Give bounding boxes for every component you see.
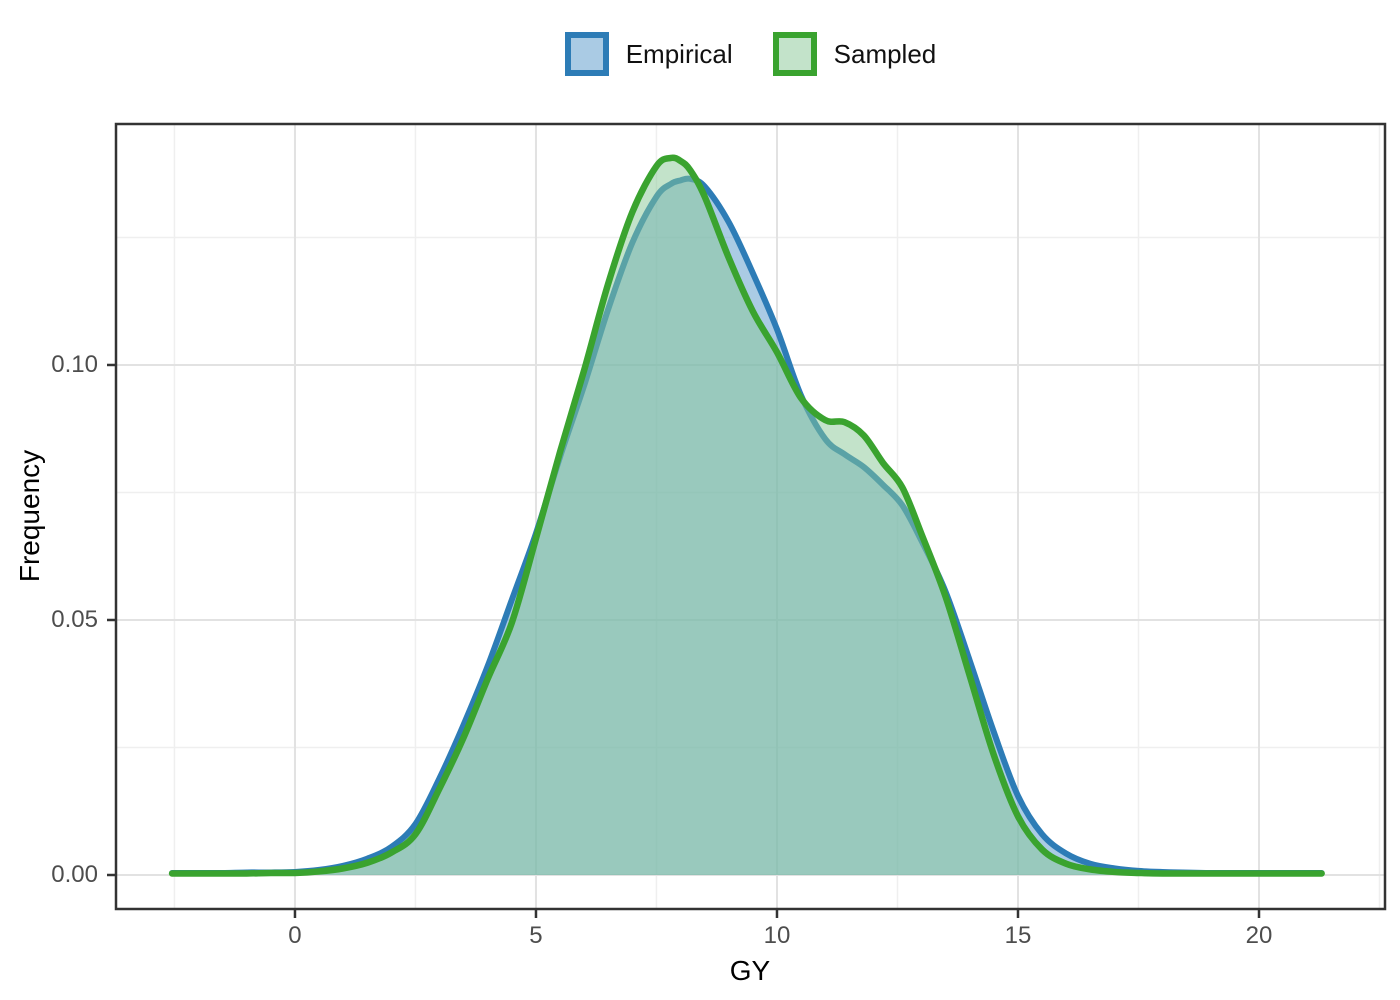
x-tick-label: 20 (1245, 922, 1273, 949)
x-tick-label: 5 (529, 922, 543, 949)
legend: Empirical Sampled (116, 28, 1385, 80)
legend-item-sampled: Sampled (772, 32, 937, 76)
density-line-sampled (168, 154, 1325, 877)
legend-label-empirical: Empirical (625, 38, 733, 69)
x-tick-label: 15 (1004, 922, 1032, 949)
y-tick-label: 0.00 (51, 860, 98, 888)
legend-key-sampled-icon (772, 32, 817, 76)
legend-label-sampled: Sampled (833, 38, 937, 69)
y-tick-label: 0.05 (51, 605, 98, 633)
density-line-empirical (169, 175, 1325, 877)
x-tick-label: 10 (763, 922, 791, 949)
legend-item-empirical: Empirical (564, 32, 733, 76)
y-tick-label: 0.10 (51, 350, 98, 378)
density-area-sampled (172, 157, 1322, 875)
y-axis-title: Frequency (14, 449, 45, 583)
legend-key-empirical-icon (564, 32, 609, 76)
x-axis-title: GY (729, 955, 771, 986)
x-tick-label: 0 (288, 922, 302, 949)
